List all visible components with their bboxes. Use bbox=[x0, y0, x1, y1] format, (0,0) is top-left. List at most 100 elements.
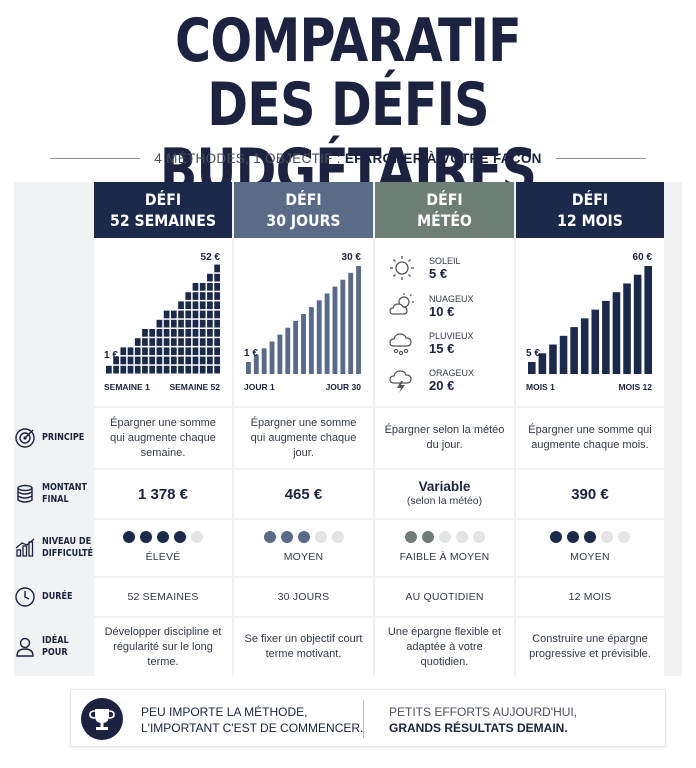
cell-principe-meteo: Épargner selon la météo du jour. bbox=[375, 408, 514, 468]
difficulty-dots bbox=[263, 531, 344, 543]
chart-block bbox=[163, 310, 170, 319]
chart-block bbox=[178, 365, 184, 374]
chart-block bbox=[199, 347, 206, 356]
difficulty-label: MOYEN bbox=[570, 551, 610, 563]
cell-ideal-semaines: Développer discipline et régularité sur … bbox=[94, 618, 232, 676]
cell-difficulte-jours: MOYEN bbox=[234, 520, 373, 576]
chart-block bbox=[113, 365, 119, 374]
trophy-badge bbox=[81, 698, 123, 740]
divider-left bbox=[50, 157, 141, 159]
meteo-item-pluvieux: PLUVIEUX 15 € bbox=[387, 329, 474, 357]
chart-block bbox=[163, 338, 170, 346]
chart-block bbox=[207, 338, 213, 346]
footer-right-line1: PETITS EFFORTS AUJOURD'HUI, bbox=[389, 705, 578, 719]
chart-block bbox=[170, 347, 177, 356]
chart-bar bbox=[644, 266, 652, 374]
chart-block bbox=[120, 347, 127, 356]
cell-ideal-mois: Construire une épargne progressive et pr… bbox=[516, 618, 664, 676]
chart-block bbox=[170, 356, 177, 365]
coins-icon bbox=[17, 484, 33, 503]
chart-block bbox=[120, 365, 127, 374]
row-label-text: IDÉAL POUR bbox=[42, 635, 69, 658]
chart-block bbox=[134, 347, 141, 356]
column-header-line2: MÉTÉO bbox=[417, 211, 472, 230]
chart-bar bbox=[538, 353, 547, 374]
row-label-line2: FINAL bbox=[42, 494, 69, 505]
chart-block bbox=[170, 319, 177, 328]
footer-left-line2: L'IMPORTANT C'EST DE COMMENCER. bbox=[141, 721, 364, 735]
chart-block bbox=[199, 365, 206, 374]
chart-block bbox=[214, 338, 220, 346]
chart-block bbox=[185, 347, 192, 356]
chart-block bbox=[163, 356, 170, 365]
staircase-chart-52-semaines: 1 € 52 € SEMAINE 1 SEMAINE 52 bbox=[104, 252, 221, 392]
chart-end-label: 30 € bbox=[342, 252, 362, 263]
chart-block bbox=[199, 283, 206, 291]
meteo-value: 15 € bbox=[429, 340, 455, 356]
chart-block bbox=[142, 329, 148, 337]
column-header-30-jours: DÉFI 30 JOURS bbox=[234, 182, 373, 238]
row-label-montant: MONTANT FINAL bbox=[14, 470, 92, 518]
sun-icon bbox=[390, 256, 414, 280]
chart-block bbox=[214, 301, 220, 310]
chart-block bbox=[134, 356, 141, 365]
chart-bar bbox=[570, 327, 578, 374]
chart-bar bbox=[528, 362, 536, 374]
chart-block bbox=[214, 273, 220, 282]
difficulty-label: MOYEN bbox=[283, 551, 324, 563]
chart-block bbox=[199, 329, 206, 337]
chart-block bbox=[142, 356, 148, 365]
chart-block bbox=[207, 292, 213, 300]
chart-block bbox=[207, 319, 213, 328]
chart-block bbox=[149, 356, 156, 365]
cell-principe-semaines: Épargner une somme qui augmente chaque s… bbox=[94, 408, 232, 468]
difficulty-dot-filled bbox=[421, 531, 434, 543]
chart-block bbox=[192, 319, 199, 328]
footer-right-line2: GRANDS RÉSULTATS DEMAIN. bbox=[389, 721, 568, 735]
meteo-name: NUAGEUX bbox=[429, 293, 474, 304]
chart-block bbox=[149, 365, 156, 374]
chart-bar bbox=[591, 309, 600, 374]
bar-chart-icon bbox=[15, 538, 35, 557]
column-header-52-semaines: DÉFI 52 SEMAINES bbox=[94, 182, 232, 238]
chart-end-label: 52 € bbox=[201, 252, 221, 263]
chart-block bbox=[178, 319, 184, 328]
chart-bar bbox=[308, 307, 314, 374]
chart-block bbox=[192, 338, 199, 346]
chart-block bbox=[207, 301, 213, 310]
difficulty-dot-empty bbox=[601, 531, 613, 543]
chart-block bbox=[199, 338, 206, 346]
cell-principe-jours: Épargner une somme qui augmente chaque j… bbox=[234, 408, 373, 468]
subtitle-bold: ÉPARGNER À VOTRE FAÇON bbox=[344, 150, 542, 166]
chart-bar bbox=[633, 274, 642, 374]
difficulty-dot-filled bbox=[550, 531, 562, 543]
chart-bar bbox=[356, 266, 361, 374]
chart-block bbox=[178, 301, 184, 310]
chart-block bbox=[142, 365, 148, 374]
difficulty-dots bbox=[123, 531, 203, 543]
meteo-value: 10 € bbox=[429, 303, 455, 319]
storm-icon bbox=[389, 370, 412, 393]
cell-montant-jours: 465 € bbox=[234, 470, 373, 518]
cell-duree-jours: 30 JOURS bbox=[234, 578, 373, 616]
column-header-line1: DÉFI bbox=[144, 190, 182, 209]
chart-block bbox=[156, 338, 163, 346]
cell-duree-semaines: 52 SEMAINES bbox=[94, 578, 232, 616]
chart-block bbox=[113, 356, 119, 365]
row-label-line1: NIVEAU DE bbox=[42, 536, 92, 547]
difficulty-dot-filled bbox=[297, 531, 310, 543]
chart-start-label: 5 € bbox=[526, 348, 540, 359]
chart-block bbox=[185, 356, 192, 365]
difficulty-dot-filled bbox=[263, 531, 276, 543]
cell-montant-mois: 390 € bbox=[516, 470, 664, 518]
footer-separator bbox=[363, 700, 364, 738]
row-label-difficulte: NIVEAU DE DIFFICULTÉ bbox=[14, 520, 93, 576]
chart-block bbox=[214, 365, 220, 374]
chart-block bbox=[163, 365, 170, 374]
chart-block bbox=[163, 329, 170, 337]
chart-block bbox=[149, 347, 156, 356]
chart-bar bbox=[602, 300, 610, 374]
cell-duree-mois: 12 MOIS bbox=[516, 578, 664, 616]
chart-bar bbox=[293, 320, 299, 374]
chart-block bbox=[207, 356, 213, 365]
